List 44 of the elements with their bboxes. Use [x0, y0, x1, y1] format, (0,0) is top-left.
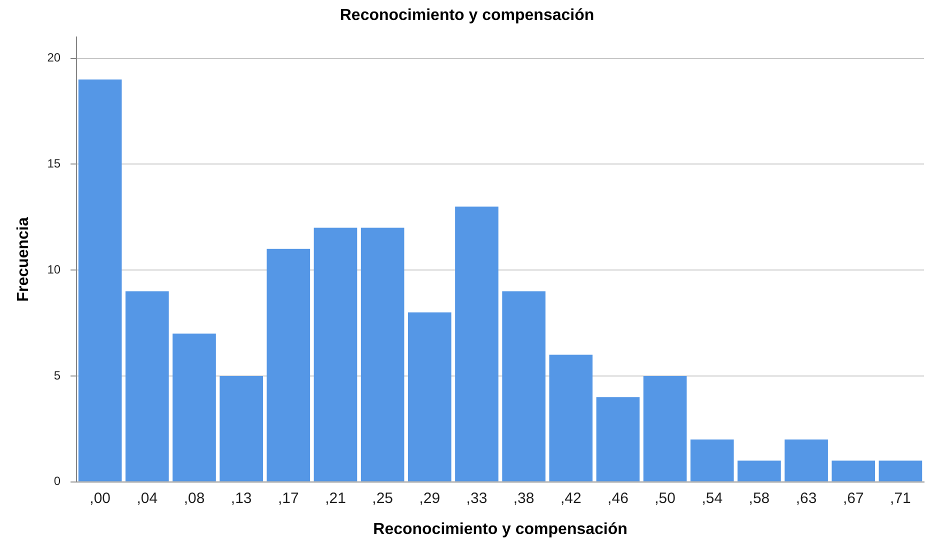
x-tick-label: ,21 [325, 490, 346, 507]
x-tick-label: ,25 [372, 490, 393, 507]
y-tick-label: 10 [47, 262, 61, 276]
x-tick-label: ,33 [466, 490, 488, 507]
bar [220, 376, 263, 482]
x-tick-label: ,38 [513, 490, 534, 507]
bar [78, 80, 122, 482]
x-tick-label: ,42 [560, 490, 582, 507]
bar [690, 439, 734, 482]
chart-title: Reconocimiento y compensación [340, 7, 594, 24]
y-tick-label: 5 [54, 368, 61, 382]
y-axis-title: Frecuencia [15, 217, 32, 302]
y-tick-label: 15 [47, 156, 61, 171]
bar [549, 354, 593, 482]
x-tick-label: ,17 [278, 490, 299, 507]
bar [832, 460, 876, 482]
x-tick-label: ,54 [702, 490, 723, 507]
x-tick-label: ,63 [796, 490, 817, 507]
y-tick-label: 0 [54, 474, 61, 488]
x-tick-label: ,67 [842, 490, 864, 507]
bar [784, 439, 828, 482]
x-tick-label: ,29 [419, 490, 440, 507]
bar [408, 312, 452, 482]
x-tick-label: ,08 [184, 490, 205, 507]
bar [314, 228, 358, 482]
x-tick-label: ,58 [748, 490, 770, 507]
bar [502, 291, 546, 482]
x-tick-label: ,46 [608, 490, 628, 507]
x-tick-label: ,50 [654, 490, 676, 507]
y-tick-label: 20 [47, 50, 61, 65]
x-axis-title: Reconocimiento y compensación [373, 520, 628, 538]
bar [643, 376, 687, 482]
bar [455, 206, 498, 482]
x-tick-label: ,13 [230, 490, 252, 507]
bar [172, 334, 216, 482]
bar [596, 397, 640, 482]
x-tick-label: ,04 [136, 490, 158, 507]
bar [738, 460, 781, 482]
bar [266, 248, 310, 482]
bar [360, 228, 404, 482]
x-tick-label: ,71 [890, 490, 911, 507]
bar [126, 291, 169, 482]
bar [878, 460, 922, 482]
x-tick-label: ,00 [90, 490, 111, 507]
